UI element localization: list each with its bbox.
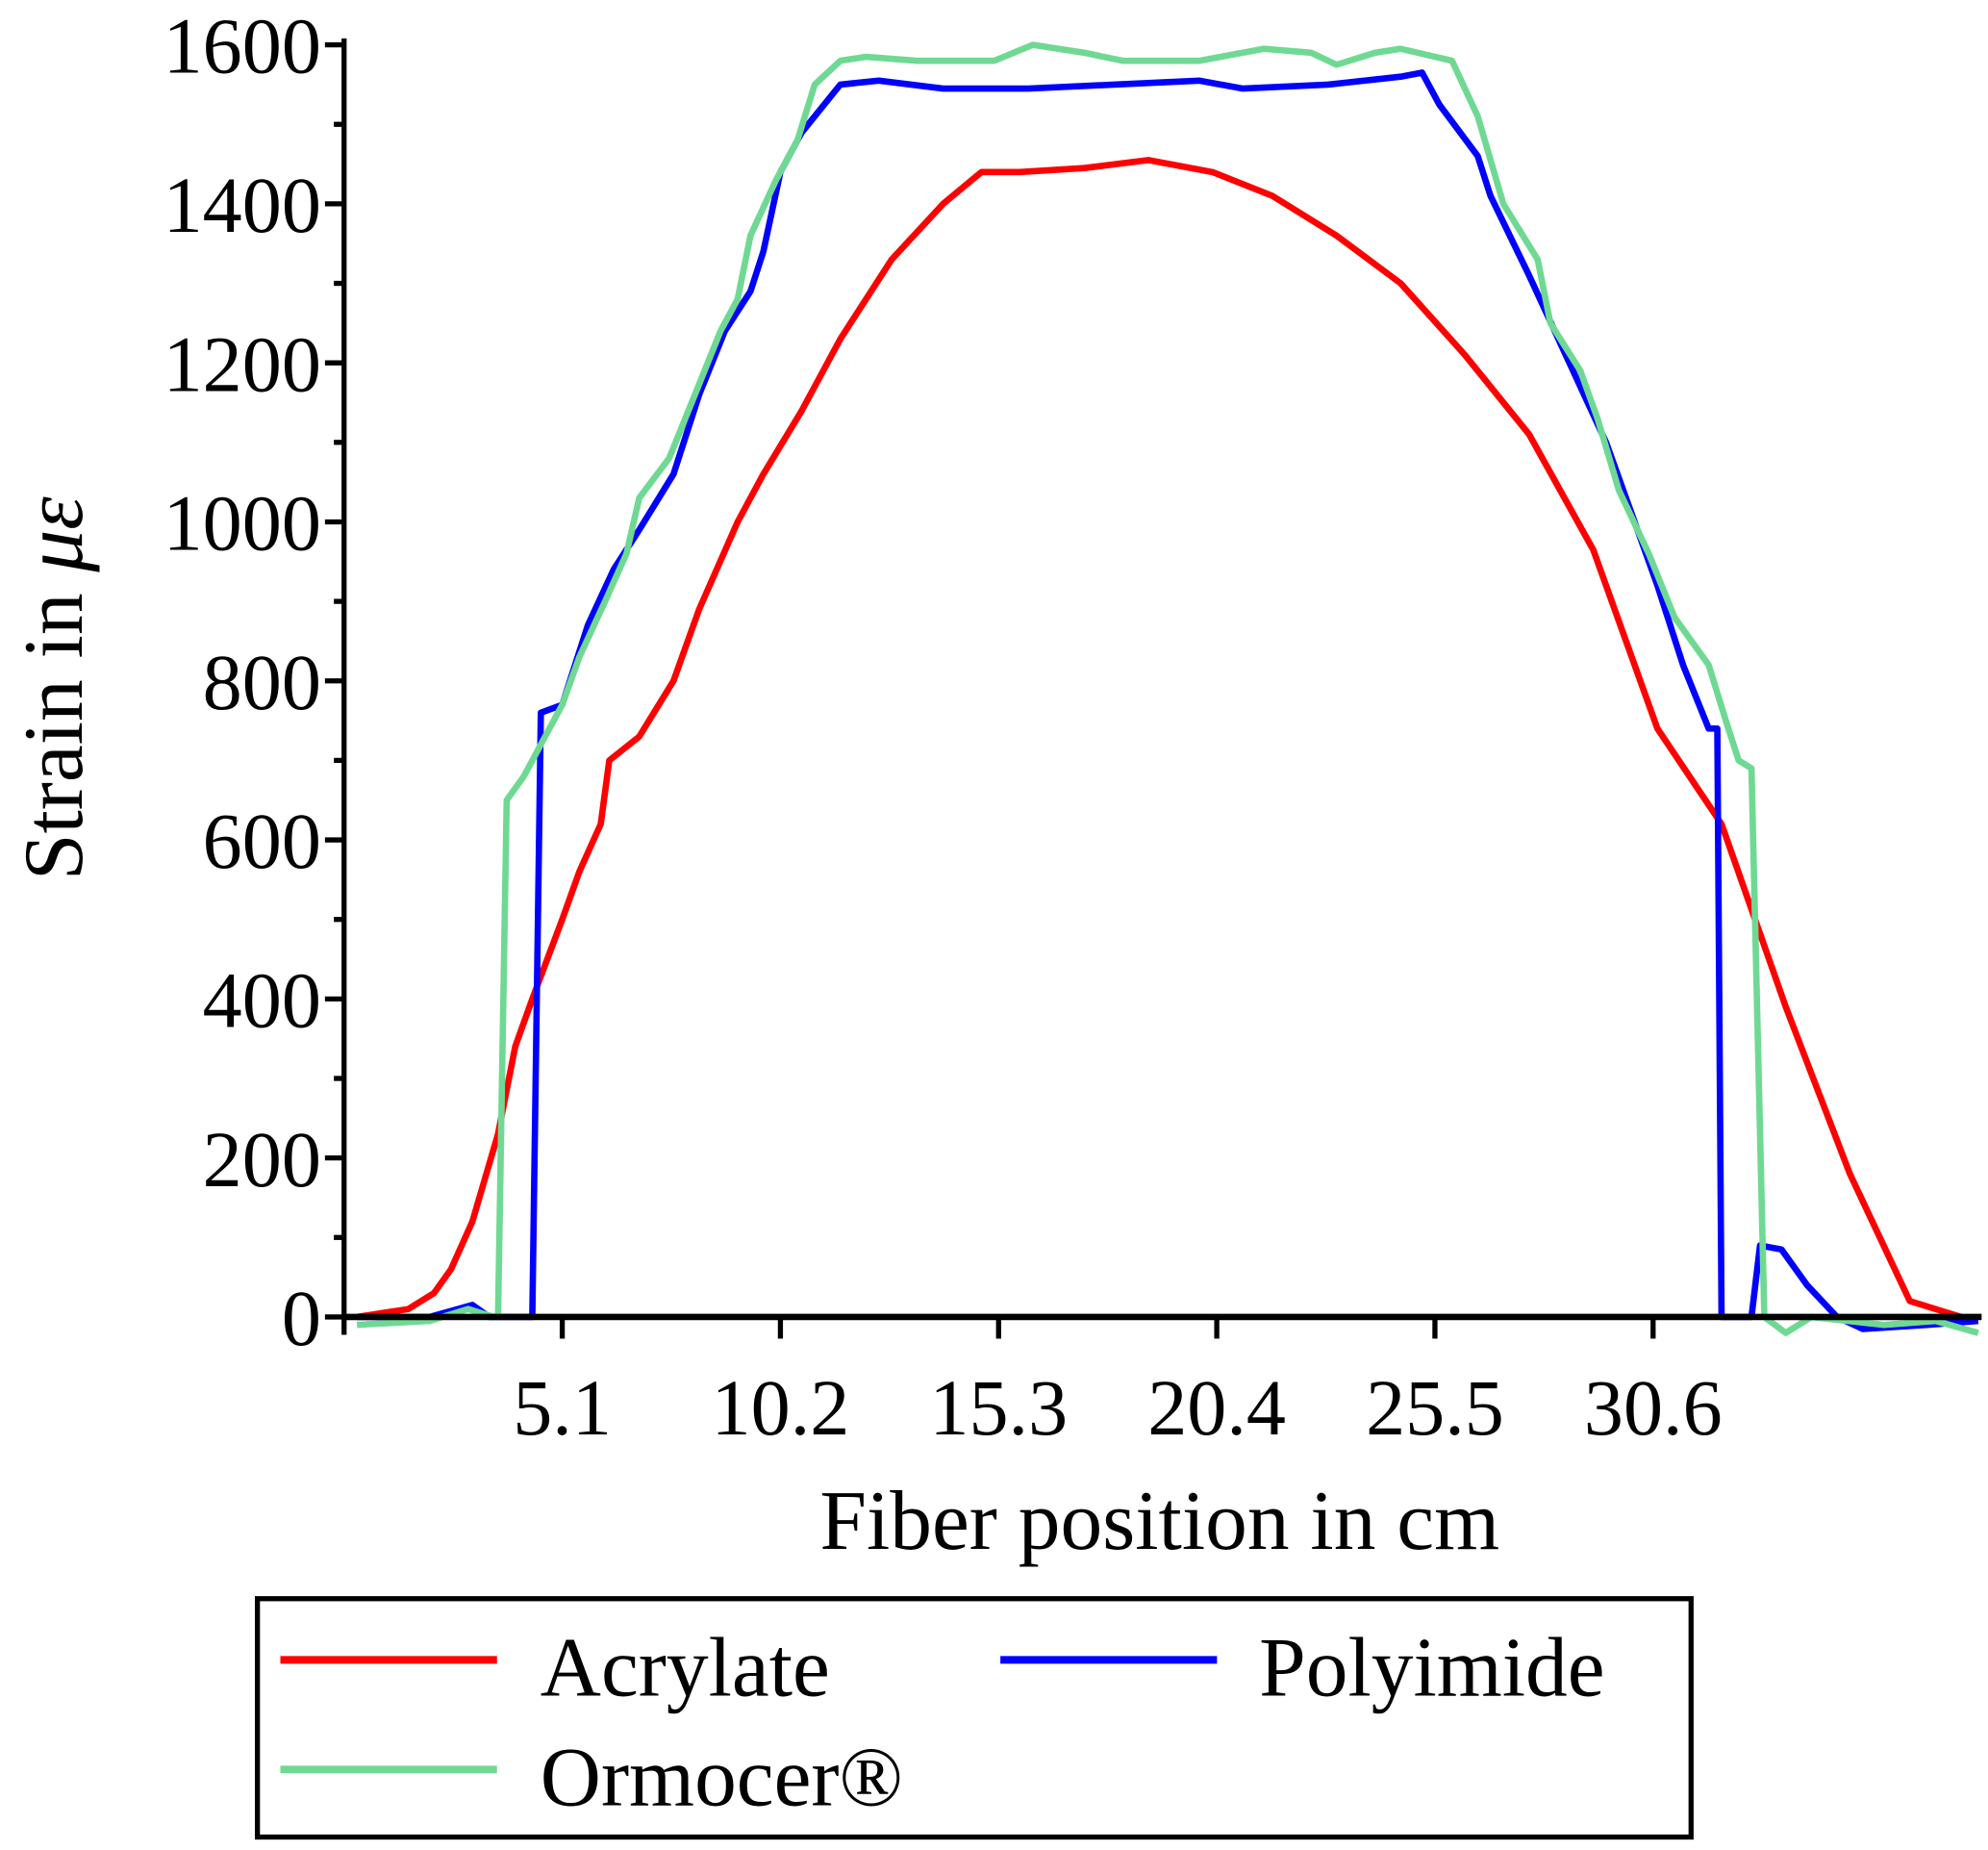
y-tick-label: 1200 [164, 320, 321, 408]
x-tick-label: 10.2 [712, 1364, 850, 1452]
series-line-ormocer [356, 41, 1979, 1336]
y-tick-label: 200 [203, 1116, 321, 1204]
ticks: 0 200 400 600 800 1000 1200 1400 1600 5.1 10.2 15.3… [164, 3, 1723, 1452]
x-axis-title: Fiber position in cm [819, 1474, 1499, 1567]
legend-label-acrylate: Acrylate [541, 1620, 830, 1713]
legend: Acrylate Polyimide Ormocer® [255, 1596, 1694, 1840]
axes [341, 38, 1982, 1335]
legend-label-polyimide: Polyimide [1259, 1620, 1604, 1713]
y-tick-label: 1600 [164, 3, 321, 90]
y-axis-title-text: Strain in [7, 572, 100, 881]
x-tick-label: 25.5 [1366, 1364, 1504, 1452]
y-tick-label: 800 [203, 639, 321, 726]
x-tick-label: 5.1 [513, 1364, 612, 1452]
series-line-polyimide [357, 69, 1979, 1332]
y-tick-label: 1000 [164, 480, 321, 568]
legend-box [255, 1596, 1694, 1840]
y-axis-title-unit: με [7, 496, 100, 573]
legend-label-ormocer: Ormocer® [541, 1730, 903, 1823]
x-tick-label: 20.4 [1147, 1364, 1286, 1452]
y-axis-title: Strain in με [7, 496, 100, 880]
series-layer [356, 41, 1979, 1336]
y-tick-label: 1400 [164, 162, 321, 249]
y-tick-label: 400 [203, 957, 321, 1045]
y-tick-label: 0 [282, 1275, 321, 1362]
x-tick-label: 15.3 [929, 1364, 1068, 1452]
x-tick-label: 30.6 [1584, 1364, 1723, 1452]
y-tick-label: 600 [203, 798, 321, 885]
